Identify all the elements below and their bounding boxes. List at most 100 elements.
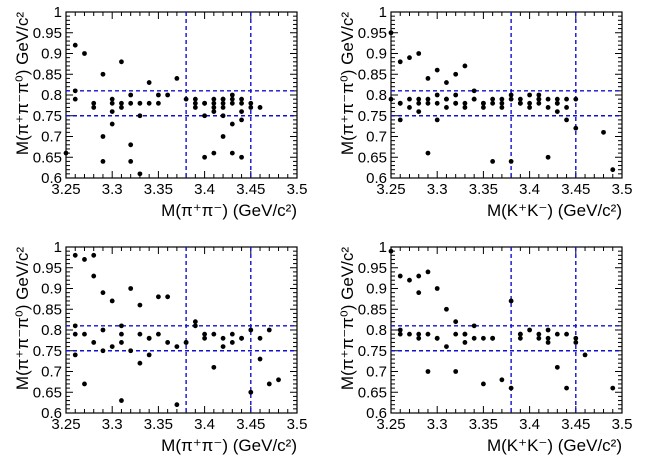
x-tick-label: 3.25 bbox=[376, 181, 405, 198]
data-point bbox=[146, 100, 152, 106]
data-point bbox=[536, 335, 542, 341]
data-point bbox=[72, 352, 78, 358]
data-point bbox=[72, 323, 78, 329]
x-tick-label: 3.5 bbox=[287, 416, 308, 433]
y-tick-label: 1 bbox=[379, 4, 387, 21]
data-point bbox=[239, 109, 244, 114]
data-point bbox=[100, 327, 106, 333]
scatter-panel-3: 3.25 3.3 3.35 3.4 3.45 3.5 0.6 0.65 0.7 0.75 0.8 0.… bbox=[13, 239, 307, 455]
x-tick-label: 3.25 bbox=[376, 416, 405, 433]
data-point bbox=[397, 117, 403, 123]
data-point bbox=[220, 344, 226, 349]
y-axis-label: M(π⁺π⁻π⁰) GeV/c² bbox=[13, 12, 32, 155]
data-point bbox=[82, 257, 87, 262]
scatter-panel-2: 3.25 3.3 3.35 3.4 3.45 3.5 0.6 0.65 0.7 0.75 0.8 0.… bbox=[338, 4, 632, 220]
data-point bbox=[82, 381, 87, 387]
data-point bbox=[397, 273, 403, 279]
x-tick-label: 3.3 bbox=[427, 181, 448, 198]
y-tick-label: 0.6 bbox=[41, 170, 62, 187]
data-point bbox=[211, 100, 217, 106]
data-point bbox=[407, 331, 412, 337]
y-tick-label: 0.7 bbox=[41, 129, 62, 146]
data-point bbox=[211, 364, 217, 370]
data-point bbox=[146, 335, 152, 341]
data-point bbox=[527, 92, 532, 98]
data-point bbox=[109, 109, 115, 114]
data-point bbox=[63, 150, 69, 156]
data-point bbox=[239, 154, 244, 160]
y-tick-label: 0.7 bbox=[41, 364, 62, 381]
y-tick-label: 0.95 bbox=[33, 25, 62, 42]
data-point bbox=[174, 76, 180, 81]
data-point bbox=[109, 298, 115, 304]
data-point bbox=[481, 105, 486, 110]
data-point bbox=[72, 96, 78, 102]
data-point bbox=[499, 105, 505, 110]
data-point bbox=[517, 335, 523, 341]
y-tick-label: 1 bbox=[379, 239, 387, 256]
data-point bbox=[220, 113, 226, 119]
data-point bbox=[453, 100, 459, 106]
data-point bbox=[416, 335, 422, 341]
y-tick-label: 0.95 bbox=[358, 25, 387, 42]
y-tick-label: 0.6 bbox=[366, 405, 387, 422]
y-tick-label: 0.8 bbox=[41, 87, 62, 104]
data-point bbox=[82, 331, 87, 337]
y-tick-label: 0.85 bbox=[33, 66, 62, 83]
data-point bbox=[425, 331, 431, 337]
data-point bbox=[119, 323, 124, 329]
data-point bbox=[220, 134, 226, 139]
data-point bbox=[517, 100, 523, 106]
data-point bbox=[554, 364, 560, 370]
data-point bbox=[462, 340, 468, 345]
data-point bbox=[202, 331, 208, 337]
data-point bbox=[156, 331, 161, 337]
data-point bbox=[564, 96, 569, 102]
data-point bbox=[527, 100, 532, 106]
data-point bbox=[229, 150, 235, 156]
data-point bbox=[165, 340, 171, 345]
x-tick-label: 3.25 bbox=[51, 181, 80, 198]
y-tick-label: 0.8 bbox=[366, 322, 387, 339]
data-point bbox=[202, 335, 208, 341]
data-point bbox=[156, 92, 161, 98]
data-point bbox=[517, 331, 523, 337]
data-point bbox=[183, 340, 189, 345]
data-point bbox=[109, 96, 115, 102]
data-point bbox=[508, 298, 514, 304]
data-point bbox=[462, 63, 468, 69]
data-point bbox=[248, 389, 254, 395]
data-point bbox=[573, 335, 579, 341]
data-point bbox=[128, 142, 134, 148]
data-point bbox=[554, 109, 560, 114]
data-point bbox=[434, 92, 440, 98]
scatter-panel-1: 3.25 3.3 3.35 3.4 3.45 3.5 0.6 0.65 0.7 0.75 0.8 0.… bbox=[13, 4, 307, 220]
data-point bbox=[119, 59, 124, 65]
data-point bbox=[453, 319, 459, 325]
data-point bbox=[499, 100, 505, 106]
data-point bbox=[266, 381, 272, 387]
data-point bbox=[416, 96, 422, 102]
data-point bbox=[434, 100, 440, 106]
data-point bbox=[499, 377, 505, 383]
y-tick-label: 0.9 bbox=[41, 281, 62, 298]
data-point bbox=[508, 385, 514, 391]
data-point bbox=[416, 290, 422, 296]
data-point bbox=[72, 42, 78, 48]
data-point bbox=[388, 248, 394, 254]
data-point bbox=[202, 113, 208, 119]
data-point bbox=[137, 113, 143, 119]
y-tick-label: 0.6 bbox=[41, 405, 62, 422]
y-tick-label: 0.8 bbox=[41, 322, 62, 339]
data-point bbox=[119, 100, 124, 106]
data-point bbox=[471, 335, 477, 341]
data-point bbox=[192, 105, 198, 110]
data-point bbox=[416, 273, 422, 279]
data-point bbox=[397, 327, 403, 333]
data-point bbox=[434, 286, 440, 291]
y-tick-label: 0.7 bbox=[366, 364, 387, 381]
data-point bbox=[100, 290, 106, 296]
data-point bbox=[601, 129, 606, 135]
data-point bbox=[508, 159, 514, 164]
data-point bbox=[425, 96, 431, 102]
